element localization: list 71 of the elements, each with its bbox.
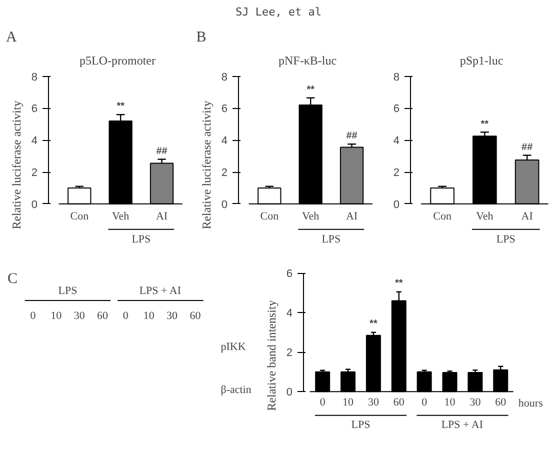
x-tick-label: 30 (368, 396, 380, 409)
y-tick-label: 2 (393, 167, 400, 180)
y-tick-label: 6 (393, 103, 400, 116)
annotation: ** (370, 318, 378, 330)
x-tick-label: AI (156, 210, 168, 222)
y-tick-label: 6 (31, 103, 38, 116)
text: B (196, 30, 206, 46)
category-label: 60 (190, 310, 201, 322)
y-tick-label: 4 (393, 135, 400, 148)
y-tick-label: 0 (393, 198, 400, 211)
y-tick-label: 0 (221, 198, 228, 211)
x-tick-label: 10 (444, 396, 456, 409)
text: LPS (322, 233, 341, 246)
y-axis-title: Relative luciferase activity (199, 100, 214, 230)
category-label: 10 (143, 310, 154, 322)
y-tick-label: 2 (221, 167, 228, 180)
y-tick-label: 6 (286, 268, 293, 280)
text: LPS (132, 233, 151, 246)
x-tick-label: 0 (422, 396, 428, 409)
x-tick-label: Con (260, 210, 280, 222)
annotation: ## (346, 130, 358, 142)
y-tick-label: 8 (31, 71, 38, 84)
annotation: ** (306, 84, 315, 96)
y-tick-label: 8 (393, 71, 400, 84)
x-tick-label: Con (70, 210, 90, 222)
category-label: 30 (74, 310, 85, 322)
y-tick-label: 0 (31, 198, 38, 211)
y-axis-title: Relative band intensity (264, 300, 278, 411)
text: pIKK (220, 340, 246, 353)
annotation: ## (522, 142, 534, 153)
text: LPS (58, 285, 78, 298)
chart-title: pSp1-luc (460, 54, 504, 68)
chart-title: p5LO-promoter (80, 54, 156, 68)
y-tick-label: 0 (286, 386, 293, 399)
y-tick-label: 4 (221, 135, 228, 148)
annotation: ** (394, 278, 403, 289)
category-label: 0 (122, 310, 128, 322)
x-tick-label: Veh (476, 210, 494, 222)
x-tick-label: 60 (495, 396, 507, 409)
x-tick-label: Veh (302, 210, 320, 222)
category-label: 60 (97, 310, 108, 322)
text: β-actin (220, 384, 252, 396)
y-axis-title: Relative luciferase activity (9, 100, 24, 230)
annotation: ** (116, 101, 125, 112)
text: LPS + AI (441, 418, 484, 431)
x-tick-label: Veh (112, 210, 130, 222)
x-tick-label: AI (346, 210, 358, 222)
x-tick-label: 60 (393, 396, 405, 409)
category-label: 10 (50, 310, 62, 322)
category-label: 30 (166, 310, 178, 322)
y-tick-label: 6 (221, 103, 228, 116)
y-tick-label: 2 (286, 347, 293, 360)
x-tick-label: AI (521, 210, 534, 222)
text: LPS (496, 233, 516, 246)
chart-title: pNF-κB-luc (278, 54, 337, 68)
x-tick-label: 30 (470, 396, 482, 409)
text: SJ Lee, et al (235, 6, 322, 18)
x-tick-label: Con (433, 210, 452, 222)
text: LPS + AI (139, 285, 181, 298)
y-tick-label: 2 (31, 167, 38, 180)
y-tick-label: 8 (221, 71, 228, 84)
text: LPS (351, 418, 370, 431)
x-tick-label: 0 (320, 396, 326, 409)
annotation: ## (156, 146, 168, 157)
y-tick-label: 4 (286, 308, 293, 320)
annotation: ** (480, 118, 489, 130)
text: C (7, 271, 18, 288)
text: A (6, 30, 18, 46)
text: hours (518, 398, 543, 410)
y-tick-label: 4 (31, 135, 38, 148)
x-tick-label: 10 (342, 396, 354, 409)
